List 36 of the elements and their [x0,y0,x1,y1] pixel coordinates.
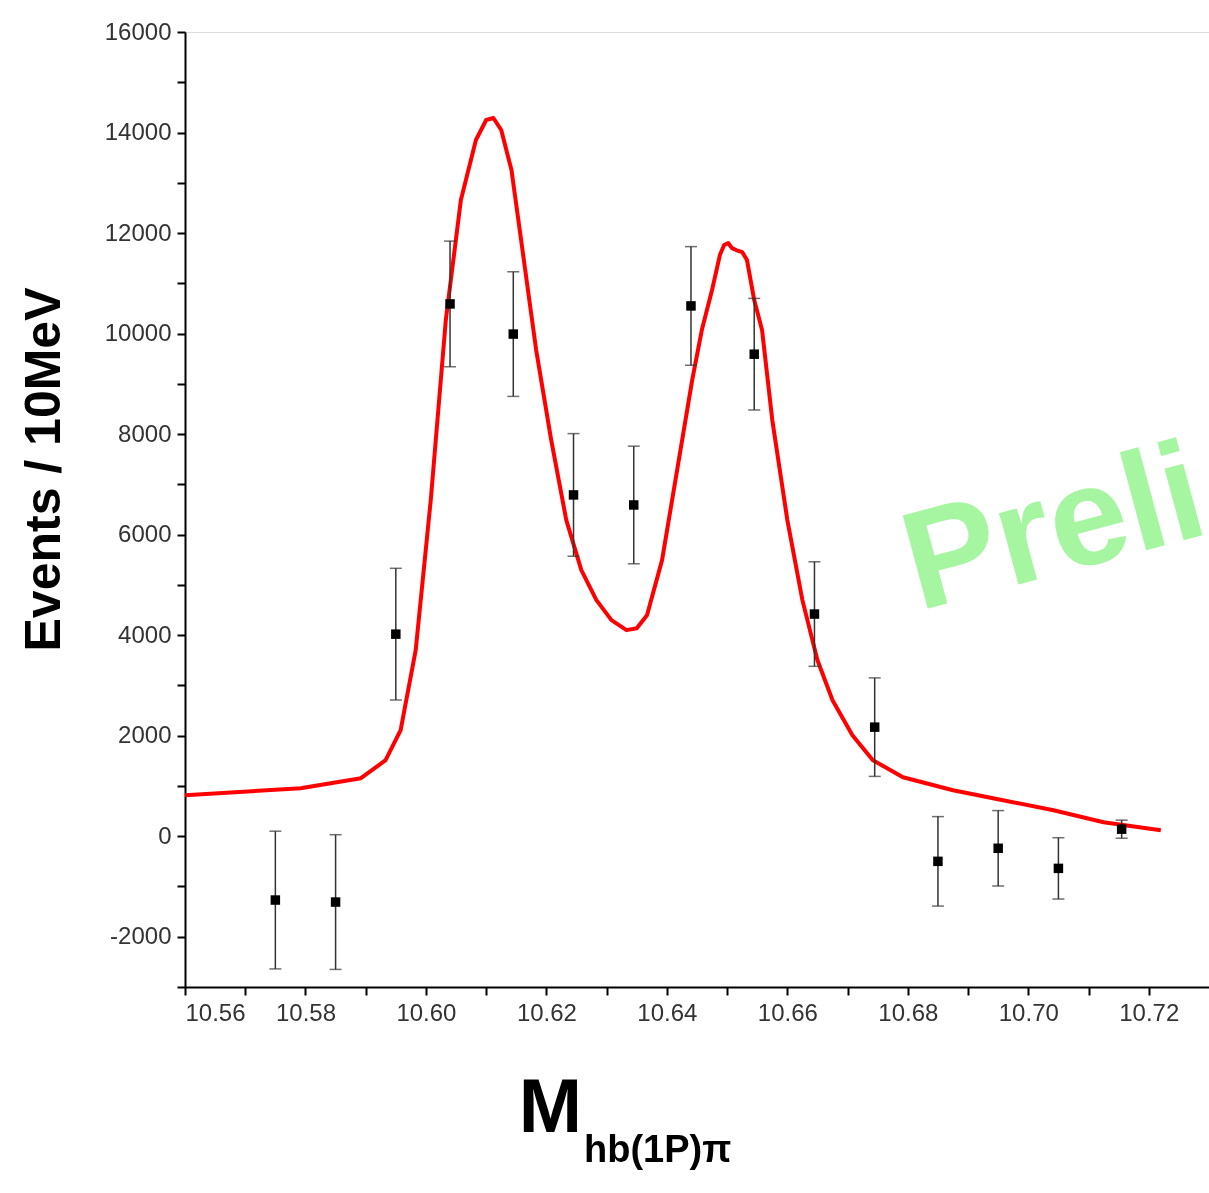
x-tick-label: 10.72 [1119,998,1180,1026]
x-tick-label: 10.62 [516,998,577,1026]
point [445,299,455,309]
point [270,895,281,905]
y-tick-label: 14000 [104,118,172,146]
point [568,490,579,500]
point [1053,863,1064,874]
point [330,897,341,907]
x-tick-label: 10.58 [275,998,336,1026]
annotation: Preli [885,409,1209,641]
x-tick-label: 10.64 [637,998,698,1026]
point [933,856,943,867]
x-tick-label: 10.66 [757,998,818,1026]
x-tick-label: 10.68 [878,998,939,1026]
point [809,609,820,619]
point [629,500,639,510]
y-tick-label: 8000 [118,419,172,447]
y-tick-label: 10000 [104,319,172,347]
point [749,349,759,359]
y-tick-label: 6000 [118,520,172,548]
x-tick-label: 10.60 [396,998,457,1026]
y-axis-title: Events / 10MeV [15,286,71,652]
y-tick-label: 16000 [104,17,172,45]
y-tick-label: 0 [158,821,172,849]
point [869,722,880,732]
y-tick-label: -2000 [110,922,172,950]
x-tick-label: 10.70 [998,998,1059,1026]
point [508,329,519,339]
y-tick-label: 2000 [118,721,172,749]
point [686,301,696,311]
point [993,843,1003,854]
y-tick-label: 4000 [118,620,172,648]
y-tick-label: 12000 [104,218,172,246]
point [1116,824,1127,834]
x-tick-label: 10.56 [185,998,246,1026]
point [391,629,401,639]
